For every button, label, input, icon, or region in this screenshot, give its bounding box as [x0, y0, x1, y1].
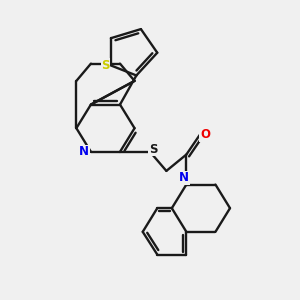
Text: N: N: [179, 171, 189, 184]
Text: S: S: [101, 59, 110, 72]
Text: S: S: [149, 142, 158, 156]
Text: N: N: [79, 145, 89, 158]
Text: O: O: [200, 128, 210, 141]
